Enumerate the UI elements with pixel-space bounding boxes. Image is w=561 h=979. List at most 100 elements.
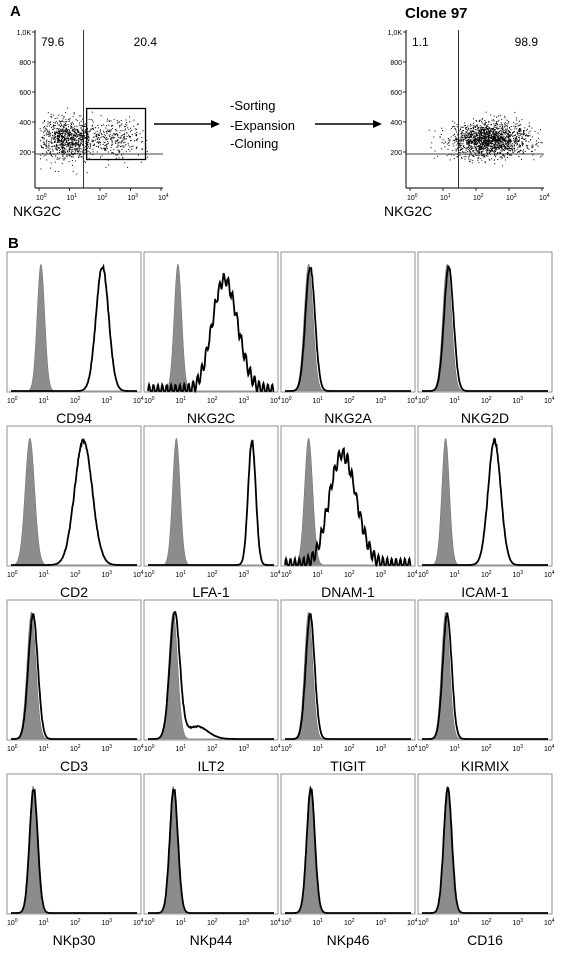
event-dot bbox=[61, 135, 63, 137]
event-dot bbox=[498, 135, 500, 137]
event-dot bbox=[125, 150, 127, 152]
event-dot bbox=[109, 136, 111, 138]
event-dot bbox=[509, 154, 511, 156]
event-dot bbox=[494, 133, 496, 135]
event-dot bbox=[467, 141, 469, 143]
event-dot bbox=[473, 143, 475, 145]
event-dot bbox=[54, 127, 56, 129]
event-dot bbox=[483, 128, 485, 130]
event-dot bbox=[131, 133, 133, 135]
event-dot bbox=[100, 129, 102, 131]
event-dot bbox=[53, 124, 55, 126]
event-dot bbox=[474, 142, 476, 144]
event-dot bbox=[488, 144, 490, 146]
event-dot bbox=[530, 138, 532, 140]
event-dot bbox=[83, 132, 85, 134]
event-dot bbox=[493, 151, 495, 153]
event-dot bbox=[519, 120, 521, 122]
event-dot bbox=[481, 120, 483, 122]
event-dot bbox=[494, 137, 496, 139]
event-dot bbox=[61, 138, 63, 140]
event-dot bbox=[488, 152, 490, 154]
event-dot bbox=[113, 119, 115, 121]
x-tick-label: 101 bbox=[39, 918, 50, 927]
event-dot bbox=[468, 154, 470, 156]
marker-label: CD3 bbox=[60, 758, 88, 774]
event-dot bbox=[474, 141, 476, 143]
event-dot bbox=[46, 153, 48, 155]
event-dot bbox=[111, 125, 113, 127]
event-dot bbox=[65, 131, 67, 133]
event-dot bbox=[473, 156, 475, 158]
x-tick-label: 104 bbox=[407, 918, 418, 927]
event-dot bbox=[471, 130, 473, 132]
event-dot bbox=[465, 127, 467, 129]
event-dot bbox=[465, 139, 467, 141]
event-dot bbox=[458, 140, 460, 142]
event-dot bbox=[499, 115, 501, 117]
event-dot bbox=[510, 141, 512, 143]
event-dot bbox=[59, 152, 61, 154]
event-dot bbox=[87, 141, 89, 143]
event-dot bbox=[68, 142, 70, 144]
event-dot bbox=[65, 144, 67, 146]
y-tick-label: 600 bbox=[390, 90, 402, 97]
event-dot bbox=[118, 151, 120, 153]
event-dot bbox=[61, 130, 63, 132]
event-dot bbox=[486, 131, 488, 133]
event-dot bbox=[483, 155, 485, 157]
event-dot bbox=[57, 128, 59, 130]
event-dot bbox=[135, 139, 137, 141]
event-dot bbox=[458, 142, 460, 144]
event-dot bbox=[51, 146, 53, 148]
event-dot bbox=[518, 141, 520, 143]
event-dot bbox=[136, 133, 138, 135]
event-dot bbox=[515, 137, 517, 139]
event-dot bbox=[498, 138, 500, 140]
event-dot bbox=[74, 142, 76, 144]
isotype-control-area bbox=[148, 785, 274, 914]
event-dot bbox=[495, 138, 497, 140]
event-dot bbox=[74, 132, 76, 134]
event-dot bbox=[40, 140, 42, 142]
event-dot bbox=[45, 154, 47, 156]
event-dot bbox=[65, 128, 67, 130]
event-dot bbox=[467, 133, 469, 135]
event-dot bbox=[487, 132, 489, 134]
event-dot bbox=[493, 147, 495, 149]
event-dot bbox=[137, 154, 139, 156]
event-dot bbox=[56, 158, 58, 160]
event-dot bbox=[469, 151, 471, 153]
event-dot bbox=[491, 148, 493, 150]
event-dot bbox=[465, 131, 467, 133]
event-dot bbox=[74, 131, 76, 133]
x-tick-label: 102 bbox=[344, 918, 355, 927]
event-dot bbox=[482, 148, 484, 150]
event-dot bbox=[490, 114, 492, 116]
x-tick-label: 100 bbox=[281, 918, 292, 927]
event-dot bbox=[508, 130, 510, 132]
event-dot bbox=[59, 131, 61, 133]
event-dot bbox=[58, 147, 60, 149]
event-dot bbox=[503, 147, 505, 149]
event-dot bbox=[484, 135, 486, 137]
event-dot bbox=[61, 136, 63, 138]
event-dot bbox=[101, 134, 103, 136]
event-dot bbox=[43, 144, 45, 146]
event-dot bbox=[137, 123, 139, 125]
event-dot bbox=[83, 134, 85, 136]
event-dot bbox=[480, 141, 482, 143]
x-tick-label: 103 bbox=[376, 918, 387, 927]
event-dot bbox=[473, 155, 475, 157]
event-dot bbox=[491, 139, 493, 141]
event-dot bbox=[118, 149, 120, 151]
event-dot bbox=[497, 134, 499, 136]
event-dot bbox=[74, 138, 76, 140]
event-dot bbox=[454, 128, 456, 130]
event-dot bbox=[480, 141, 482, 143]
event-dot bbox=[474, 131, 476, 133]
x-tick-label: 100 bbox=[418, 744, 429, 753]
event-dot bbox=[516, 142, 518, 144]
gate-box bbox=[85, 107, 147, 161]
